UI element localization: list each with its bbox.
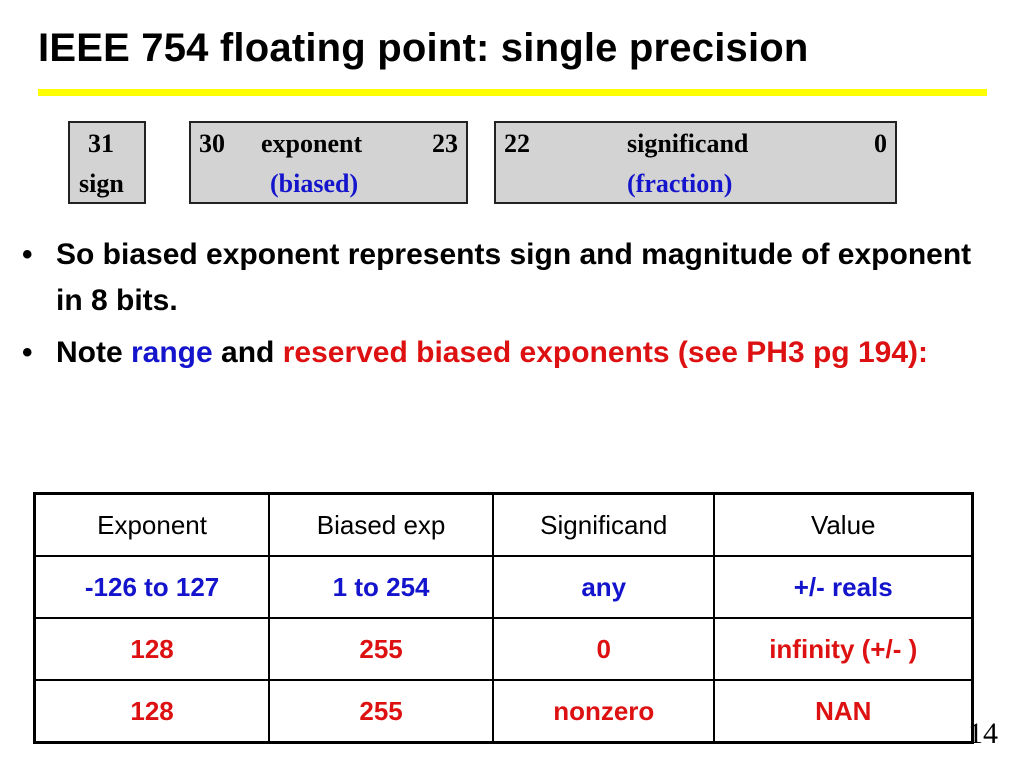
table-cell: 0 xyxy=(492,617,716,681)
exponent-range-table: Exponent Biased exp Significand Value -1… xyxy=(33,492,974,744)
table-cell: 1 to 254 xyxy=(268,555,495,619)
bullet-text: So biased exponent represents sign and m… xyxy=(56,238,972,317)
table-cell: 128 xyxy=(33,679,271,744)
significand-high-bit: 22 xyxy=(504,129,530,158)
table-header-row: Exponent Biased exp Significand Value xyxy=(33,492,974,557)
table-cell: nonzero xyxy=(492,679,716,744)
table-cell: +/- reals xyxy=(713,555,974,619)
bullet-reserved-text: reserved biased exponents (see PH3 pg 19… xyxy=(282,336,928,369)
table-row: 128 255 nonzero NAN xyxy=(33,679,974,744)
table-cell: 128 xyxy=(33,617,271,681)
bullet-dot-icon: • xyxy=(22,336,33,369)
table-cell: any xyxy=(492,555,716,619)
bullet-item: • Note range and reserved biased exponen… xyxy=(22,330,1002,376)
table-cell: -126 to 127 xyxy=(33,555,271,619)
title-underline xyxy=(38,89,987,96)
header-exponent: Exponent xyxy=(33,492,271,557)
slide-title: IEEE 754 floating point: single precisio… xyxy=(38,26,809,70)
significand-field: 22 significand 0 (fraction) xyxy=(494,121,897,204)
header-biased-exp: Biased exp xyxy=(268,492,495,557)
header-significand: Significand xyxy=(492,492,716,557)
bullet-item: • So biased exponent represents sign and… xyxy=(22,232,1002,324)
exponent-field: 30 exponent 23 (biased) xyxy=(189,121,468,204)
table-cell: 255 xyxy=(268,679,495,744)
table-row: -126 to 127 1 to 254 any +/- reals xyxy=(33,555,974,619)
bullet-note-text: Note xyxy=(56,336,131,369)
header-value: Value xyxy=(713,492,974,557)
significand-label: significand xyxy=(627,129,749,158)
table-cell: 255 xyxy=(268,617,495,681)
table-cell: infinity (+/- ) xyxy=(713,617,974,681)
exponent-biased-note: (biased) xyxy=(270,169,359,198)
bullet-and-text: and xyxy=(212,336,283,369)
sign-bit-field: 31 sign xyxy=(68,121,146,204)
sign-bit-number: 31 xyxy=(88,129,114,158)
bullet-range-text: range xyxy=(131,336,213,369)
exponent-high-bit: 30 xyxy=(199,129,225,158)
sign-label: sign xyxy=(79,169,124,198)
exponent-low-bit: 23 xyxy=(432,129,458,158)
significand-fraction-note: (fraction) xyxy=(627,169,733,198)
bullet-dot-icon: • xyxy=(22,238,33,271)
page-number: 14 xyxy=(968,717,998,750)
exponent-label: exponent xyxy=(261,129,363,158)
table-cell: NAN xyxy=(713,679,974,744)
bullet-list: • So biased exponent represents sign and… xyxy=(22,232,1002,382)
significand-low-bit: 0 xyxy=(874,129,887,158)
table-row: 128 255 0 infinity (+/- ) xyxy=(33,617,974,681)
